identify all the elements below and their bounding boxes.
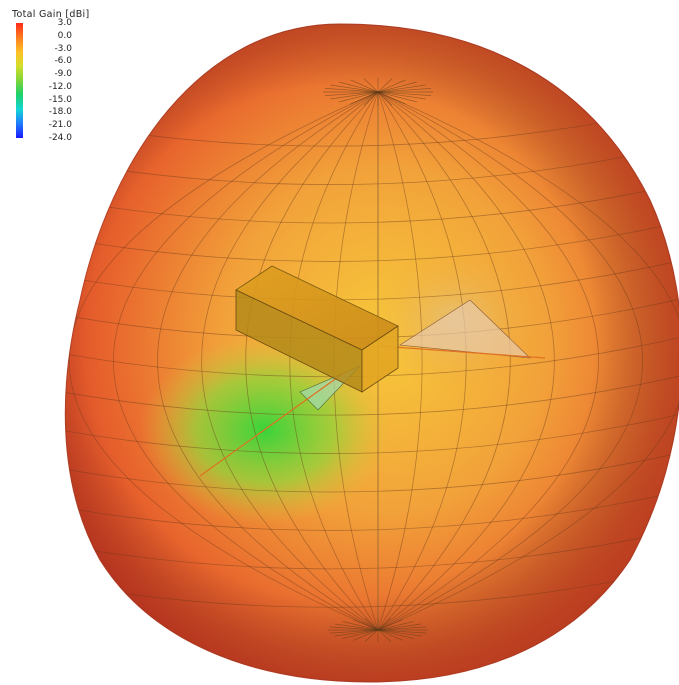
colorbar-tick: -9.0 <box>54 69 72 80</box>
null-funnel-right <box>399 299 531 359</box>
colorbar-tick: -21.0 <box>48 120 72 131</box>
pole-top <box>323 78 433 106</box>
colorbar-tick: -3.0 <box>54 43 72 54</box>
x-axis <box>199 371 346 477</box>
legend-title: Total Gain [dBi] <box>12 9 90 20</box>
colorbar-tick: 0.0 <box>57 30 72 41</box>
colorbar-legend: Total Gain [dBi] 3.0 0.0 -3.0 -6.0 -9.0 -12.0… <box>12 9 89 145</box>
colorbar-tick: -12.0 <box>48 81 72 92</box>
longitude-grid <box>69 91 679 631</box>
y-axis <box>379 345 546 359</box>
colorbar-tick: -18.0 <box>48 107 72 118</box>
colorbar-tick: 3.0 <box>57 18 72 28</box>
colorbar <box>16 23 23 138</box>
colorbar-tick: -6.0 <box>54 56 72 67</box>
colorbar-tick: -15.0 <box>48 94 72 105</box>
pole-bottom <box>328 618 428 642</box>
antenna-element <box>235 265 399 393</box>
colorbar-tick: -24.0 <box>48 133 72 143</box>
